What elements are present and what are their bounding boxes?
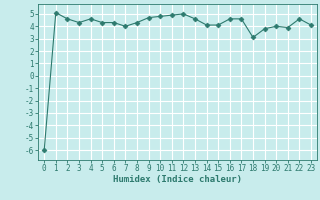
X-axis label: Humidex (Indice chaleur): Humidex (Indice chaleur) — [113, 175, 242, 184]
